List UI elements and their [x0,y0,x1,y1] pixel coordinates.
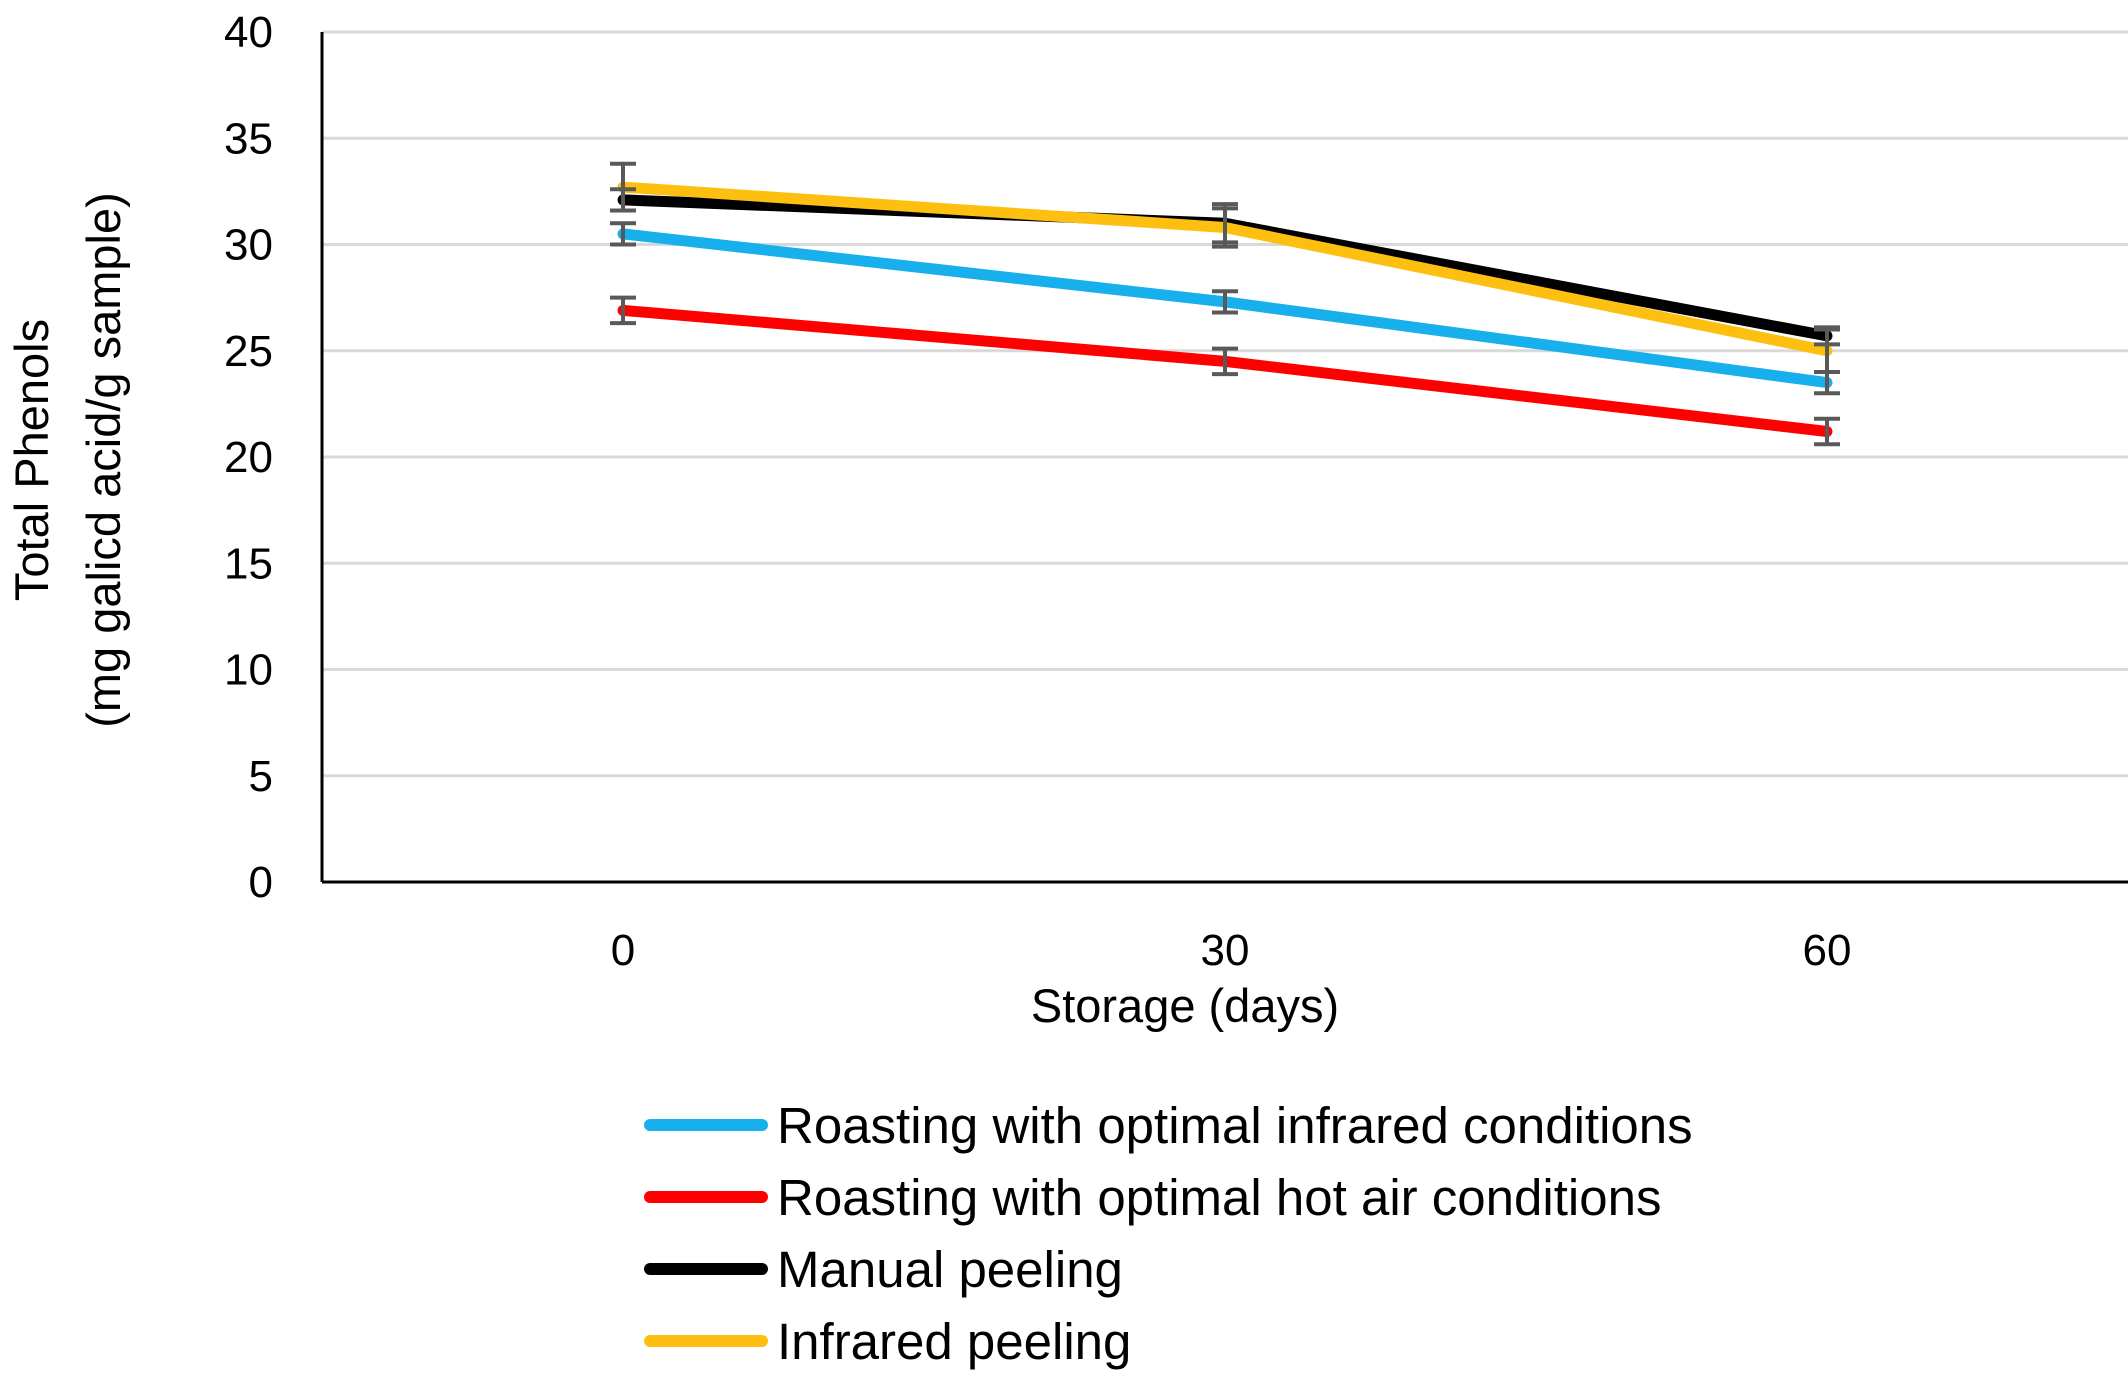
y-tick-label-5: 5 [249,752,273,801]
x-tick-label-0: 0 [611,926,635,975]
legend-label: Infrared peeling [777,1313,1131,1370]
x-tick-labels: 0 30 60 [611,926,1852,975]
y-axis-title-line1: Total Phenols [5,319,58,601]
legend-item-1: Roasting with optimal infrared condition… [644,1097,1693,1154]
y-tick-label-25: 25 [224,327,273,376]
error-bar-s4-x0 [610,161,636,213]
y-axis-title-line2: (mg galicd acid/g sample) [77,192,130,728]
y-tick-label-35: 35 [224,114,273,163]
error-bar-s1-x30 [1212,289,1238,315]
axes [320,32,2128,884]
error-bar-s2-x0 [610,295,636,326]
legend-item-4: Infrared peeling [644,1313,1131,1370]
legend-label: Roasting with optimal hot air conditions [777,1169,1661,1226]
error-bar-s4-x60 [1814,327,1840,374]
legend-item-2: Roasting with optimal hot air conditions [644,1169,1661,1226]
error-bar-s2-x60 [1814,416,1840,447]
legend-label: Manual peeling [777,1241,1123,1298]
error-bar-s2-x30 [1212,346,1238,377]
error-bars [610,161,1840,447]
y-tick-labels: 0 5 10 15 20 25 30 35 40 [224,8,273,907]
legend-item-3: Manual peeling [644,1241,1123,1298]
x-axis-title: Storage (days) [1031,979,1339,1032]
legend-label: Roasting with optimal infrared condition… [777,1097,1693,1154]
y-tick-label-40: 40 [224,8,273,57]
x-tick-label-60: 60 [1803,926,1852,975]
error-bar-s1-x0 [610,221,636,247]
error-bar-s4-x30 [1212,206,1238,249]
gridlines [322,30,2128,778]
x-tick-label-30: 30 [1201,926,1250,975]
y-tick-label-30: 30 [224,221,273,270]
y-tick-label-10: 10 [224,646,273,695]
y-tick-label-20: 20 [224,433,273,482]
legend: Roasting with optimal infrared condition… [644,1097,1693,1370]
y-tick-label-0: 0 [249,858,273,907]
y-tick-label-15: 15 [224,539,273,588]
